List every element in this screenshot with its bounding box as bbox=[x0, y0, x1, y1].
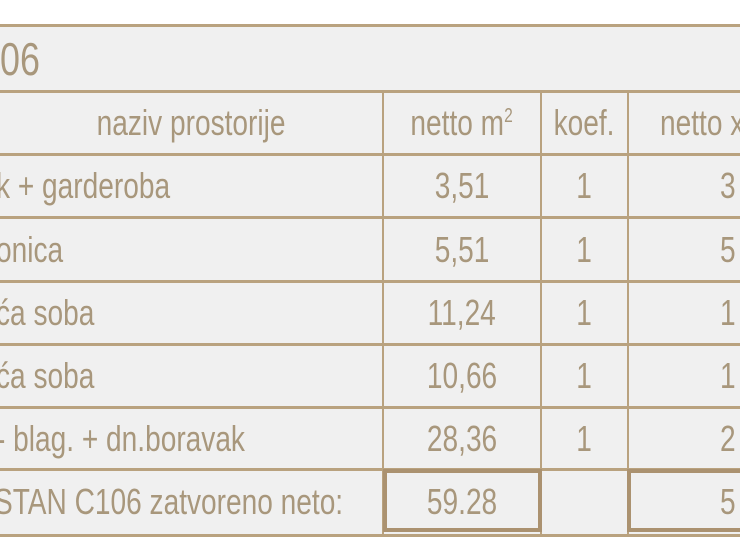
room-netto-x: 1 bbox=[720, 283, 740, 343]
room-netto: 10,66 bbox=[384, 346, 540, 406]
header-netto-sup: 2 bbox=[504, 105, 514, 127]
divider bbox=[0, 406, 740, 409]
room-netto-x: 2 bbox=[720, 409, 740, 468]
room-name-text: onica bbox=[0, 228, 64, 270]
room-netto-text: 11,24 bbox=[427, 292, 497, 333]
header-name: naziv prostorije bbox=[0, 93, 382, 153]
room-netto-text: 3,51 bbox=[434, 165, 490, 206]
divider bbox=[0, 280, 740, 283]
room-koef-text: 1 bbox=[576, 417, 593, 459]
room-koef: 1 bbox=[542, 283, 627, 343]
room-name: ća soba bbox=[0, 283, 382, 343]
room-name-text: k + garderoba bbox=[0, 165, 171, 206]
room-name: k + garderoba bbox=[0, 156, 382, 216]
total-label: STAN C106 zatvoreno neto: bbox=[0, 471, 382, 532]
room-netto-x-text: 1 bbox=[720, 355, 736, 396]
divider bbox=[382, 91, 384, 534]
room-netto-x-text: 3 bbox=[720, 165, 736, 206]
apartment-title: 06 bbox=[0, 27, 300, 91]
header-netto-text: netto m bbox=[410, 102, 505, 143]
room-area-table: 06 naziv prostorije netto m2 koef. netto… bbox=[0, 24, 740, 537]
room-netto-x: 5 bbox=[720, 219, 740, 280]
room-koef-text: 1 bbox=[576, 292, 593, 333]
total-netto-text: 59.28 bbox=[426, 480, 498, 522]
total-netto-box bbox=[383, 469, 542, 532]
header-koef: koef. bbox=[542, 93, 627, 153]
divider bbox=[540, 91, 542, 534]
room-netto-x-text: 5 bbox=[720, 228, 736, 270]
room-netto-x: 1 bbox=[720, 346, 740, 406]
total-label-text: STAN C106 zatvoreno neto: bbox=[0, 480, 344, 522]
total-netto: 59.28 bbox=[384, 471, 540, 532]
room-netto: 3,51 bbox=[384, 156, 540, 216]
room-koef-text: 1 bbox=[576, 228, 593, 270]
room-netto: 11,24 bbox=[384, 283, 540, 343]
divider bbox=[627, 91, 629, 534]
room-netto-x-text: 1 bbox=[720, 292, 736, 333]
room-netto: 28,36 bbox=[384, 409, 540, 468]
room-name-text: - blag. + dn.boravak bbox=[0, 417, 245, 459]
header-netto: netto m2 bbox=[384, 93, 540, 153]
total-netto-x: 5 bbox=[720, 471, 740, 532]
room-netto-x: 3 bbox=[720, 156, 740, 216]
room-koef-text: 1 bbox=[576, 355, 593, 396]
divider bbox=[0, 90, 740, 93]
room-name: onica bbox=[0, 219, 382, 280]
header-netto-x: netto x bbox=[660, 93, 740, 153]
header-koef-text: koef. bbox=[554, 102, 615, 143]
room-name: ća soba bbox=[0, 346, 382, 406]
room-name-text: ća soba bbox=[0, 292, 95, 333]
header-netto-x-text: netto x bbox=[660, 102, 740, 143]
room-koef: 1 bbox=[542, 156, 627, 216]
divider bbox=[0, 343, 740, 346]
total-netto-x-box bbox=[627, 469, 740, 532]
title-text: 06 bbox=[0, 33, 40, 85]
header-name-text: naziv prostorije bbox=[96, 102, 286, 143]
room-netto-text: 5,51 bbox=[434, 228, 490, 270]
total-netto-x-text: 5 bbox=[720, 480, 736, 522]
divider bbox=[0, 153, 740, 156]
divider bbox=[0, 468, 740, 471]
room-koef: 1 bbox=[542, 409, 627, 468]
divider bbox=[0, 216, 740, 219]
room-netto: 5,51 bbox=[384, 219, 540, 280]
room-name-text: ća soba bbox=[0, 355, 95, 396]
room-koef: 1 bbox=[542, 346, 627, 406]
room-koef: 1 bbox=[542, 219, 627, 280]
room-netto-text: 10,66 bbox=[426, 355, 498, 396]
room-koef-text: 1 bbox=[576, 165, 593, 206]
room-netto-text: 28,36 bbox=[426, 417, 498, 459]
room-name: - blag. + dn.boravak bbox=[0, 409, 382, 468]
room-netto-x-text: 2 bbox=[720, 417, 736, 459]
